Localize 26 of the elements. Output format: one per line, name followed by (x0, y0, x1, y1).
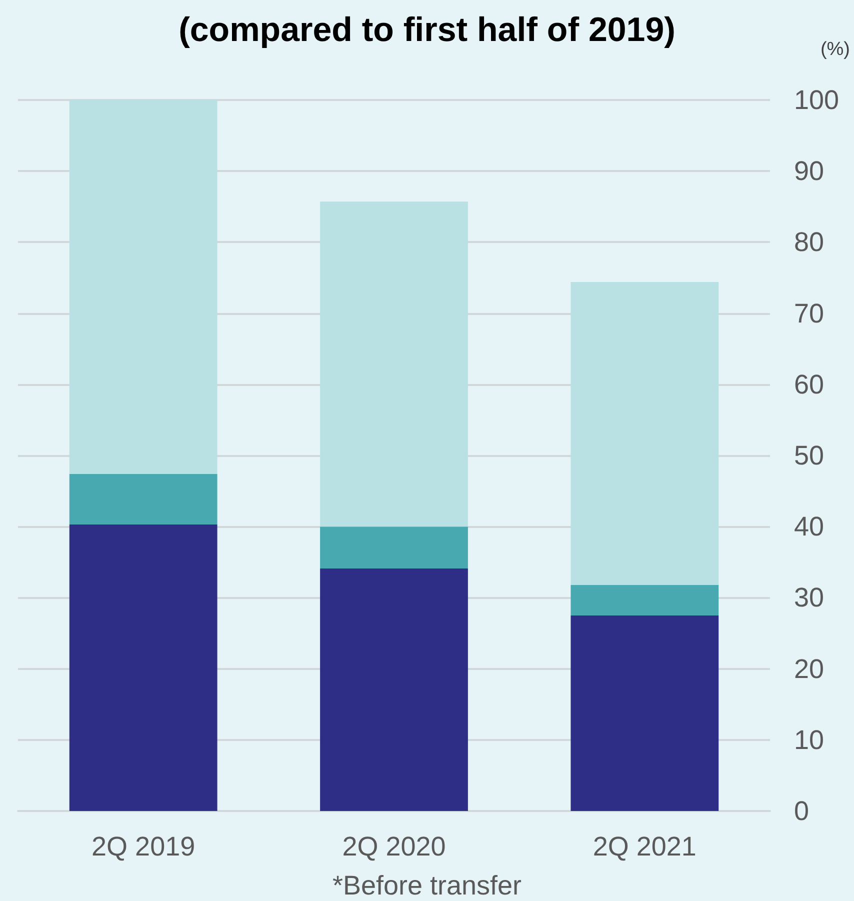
y-tick-label: 70 (794, 298, 824, 328)
text: *Before transfer (332, 870, 522, 900)
y-axis-title: (%) (820, 39, 850, 60)
chart-title: (compared to first half of 2019) (178, 11, 676, 49)
y-tick-label: 0 (794, 796, 810, 826)
bar (320, 202, 468, 527)
bar (320, 568, 468, 811)
bar (69, 524, 218, 811)
y-tick-label: 20 (794, 654, 824, 684)
bar (570, 584, 719, 616)
y-tick-label: 40 (794, 512, 824, 542)
y-tick-label: 90 (794, 156, 824, 186)
bar (320, 526, 468, 569)
y-tick-label: 50 (794, 440, 824, 470)
y-tick-label: 30 (794, 582, 824, 613)
y-tick-label: 10 (794, 724, 824, 755)
bar (69, 474, 218, 524)
x-tick-label: 2Q 2021 (592, 832, 696, 862)
x-tick-label: 2Q 2019 (92, 832, 196, 862)
y-tick-label: 60 (794, 369, 824, 400)
bar (69, 100, 218, 474)
y-tick-label: 100 (794, 85, 840, 115)
bar (570, 615, 719, 811)
x-tick-label: 2Q 2020 (342, 832, 446, 862)
y-tick-label: 80 (794, 227, 824, 258)
bar (570, 282, 719, 585)
